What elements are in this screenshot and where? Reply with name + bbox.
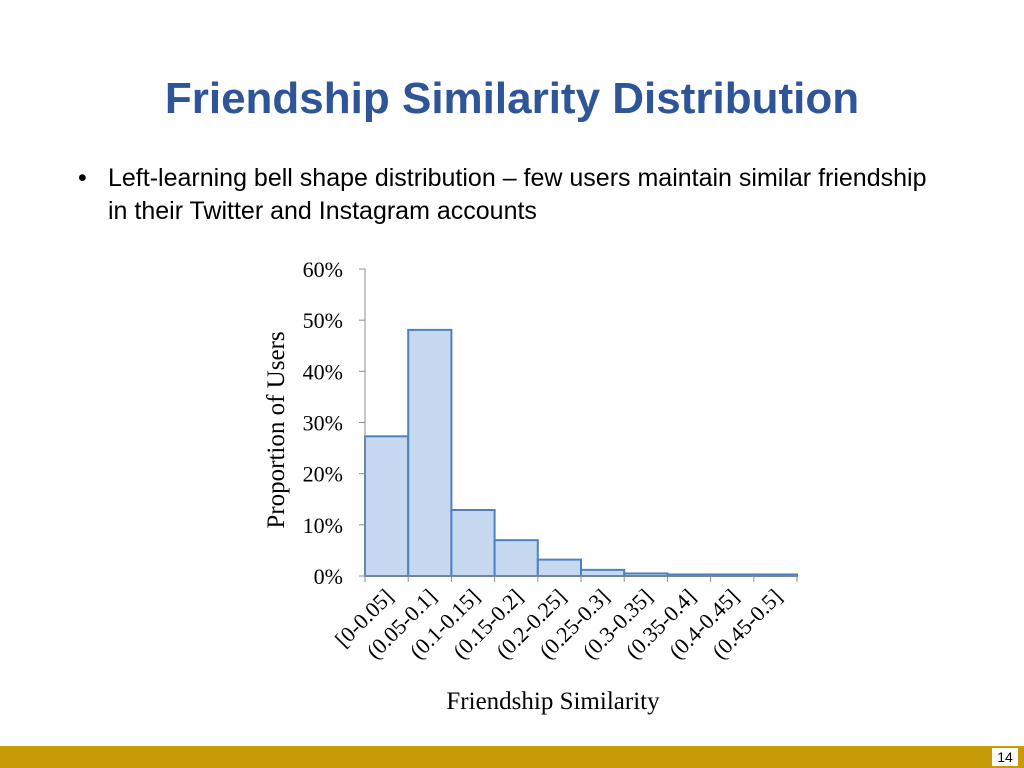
bullet-list: • Left-learning bell shape distribution … bbox=[78, 162, 938, 228]
bar bbox=[364, 435, 410, 577]
bullet-text: Left-learning bell shape distribution – … bbox=[108, 164, 927, 225]
bar bbox=[407, 328, 453, 577]
x-axis-label: Friendship Similarity bbox=[446, 688, 660, 715]
y-tick-label: 50% bbox=[303, 308, 343, 333]
bullet-item: • Left-learning bell shape distribution … bbox=[78, 162, 938, 228]
bars bbox=[364, 328, 798, 578]
bar bbox=[580, 568, 626, 577]
x-tick-labels: [0-0.05](0.05-0.1](0.1-0.15](0.15-0.2](0… bbox=[330, 584, 787, 664]
slide-title: Friendship Similarity Distribution bbox=[164, 74, 860, 123]
y-tick-label: 40% bbox=[303, 359, 343, 384]
page-number: 14 bbox=[992, 748, 1018, 766]
y-tick-label: 60% bbox=[303, 257, 343, 282]
y-tick-label: 0% bbox=[314, 564, 343, 589]
y-tick-label: 30% bbox=[303, 411, 343, 436]
bar bbox=[493, 539, 539, 578]
bar bbox=[450, 508, 496, 577]
y-tick-label: 10% bbox=[303, 513, 343, 538]
histogram-chart: 0% 10% 20% 30% 40% 50% 60% [0-0.05](0.05-0.1](… bbox=[263, 257, 798, 715]
bar bbox=[536, 558, 582, 577]
y-axis-ticks: 0% 10% 20% 30% 40% 50% 60% bbox=[303, 257, 365, 589]
bullet-marker: • bbox=[78, 164, 87, 192]
axes bbox=[364, 269, 798, 582]
y-axis-label: Proportion of Users bbox=[263, 331, 290, 528]
footer-bar: 14 bbox=[0, 746, 1024, 768]
y-tick-label: 20% bbox=[303, 462, 343, 487]
